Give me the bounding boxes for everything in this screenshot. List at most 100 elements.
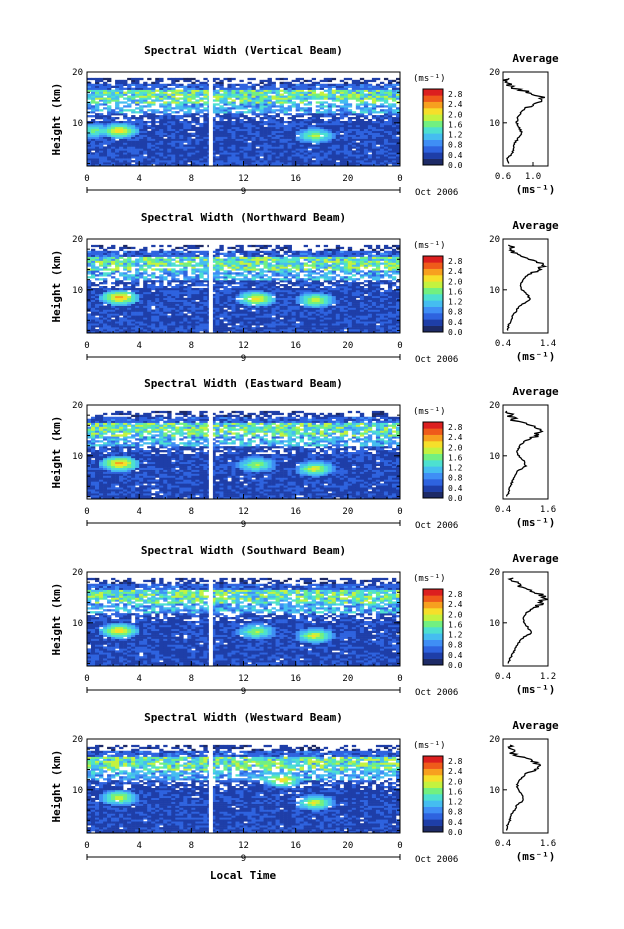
heatmap-cell [395,113,401,116]
heatmap-cell [91,289,96,293]
heatmap-cell [243,164,248,167]
heatmap-cell [287,89,292,92]
heatmap-cell [151,301,156,304]
heatmap-cell [111,160,116,163]
heatmap-cell [383,113,389,116]
heatmap-cell [147,148,152,151]
heatmap-cell [227,252,232,255]
heatmap-cell [347,126,353,130]
heatmap-cell [127,301,132,304]
heatmap-cell [139,299,144,302]
heatmap-cell [147,329,152,332]
heatmap-cell [167,128,172,132]
heatmap-cell [379,95,385,98]
heatmap-cell [315,117,321,120]
heatmap-cell [143,160,148,163]
heatmap-cell [187,85,192,88]
heatmap-cell [311,119,317,122]
heatmap-cell [339,144,345,147]
heatmap-cell [127,164,132,167]
heatmap-cell [247,293,252,297]
heatmap-cell [251,287,256,291]
heatmap-cell [171,303,176,306]
heatmap-cell [299,119,304,122]
heatmap-cell [191,158,196,161]
heatmap-cell [103,142,108,145]
heatmap-cell [107,140,112,143]
heatmap-cell [179,97,184,100]
heatmap-cell [239,284,244,287]
heatmap-cell [235,266,240,269]
heatmap-cell [119,160,124,163]
heatmap-cell [303,136,308,139]
heatmap-cell [107,325,112,328]
heatmap-cell [295,107,300,110]
heatmap-cell [243,329,248,332]
heatmap-cell [107,331,112,334]
heatmap-cell [271,122,276,126]
heatmap-cell [267,120,272,124]
heatmap-cell [311,160,317,163]
heatmap-cell [279,93,284,96]
heatmap-cell [107,101,112,104]
heatmap-cell [371,162,377,165]
heatmap-cell [107,150,112,153]
heatmap-cell [187,105,192,108]
heatmap-cell [243,307,248,310]
heatmap-cell [255,148,260,151]
heatmap-cell [119,260,124,263]
heatmap-cell [239,325,244,328]
heatmap-cell [263,95,268,98]
heatmap-cell [287,81,292,85]
heatmap-cell [203,130,208,134]
heatmap-cell [251,297,256,301]
heatmap-cell [155,117,160,120]
heatmap-cell [159,280,164,283]
heatmap-cell [307,87,313,90]
heatmap-cell [139,122,144,126]
heatmap-cell [95,136,100,139]
heatmap-cell [147,325,152,328]
heatmap-cell [151,254,156,257]
heatmap-cell [327,122,333,126]
heatmap-cell [211,284,216,287]
heatmap-cell [219,138,224,141]
heatmap-cell [247,301,252,304]
heatmap-cell [115,152,120,155]
heatmap-cell [211,160,216,163]
heatmap-cell [375,138,381,141]
heatmap-cell [183,282,188,285]
heatmap-cell [139,158,144,161]
heatmap-cell [243,85,248,88]
heatmap-cell [291,150,296,153]
heatmap-cell [247,164,252,167]
heatmap-cell [383,109,389,112]
heatmap-cell [379,142,385,145]
heatmap-cell [215,146,220,149]
heatmap-cell [259,150,264,153]
heatmap-cell [91,95,96,98]
heatmap-cell [183,97,188,100]
heatmap-cell [111,148,116,151]
heatmap-cell [119,293,124,297]
heatmap-cell [347,160,353,163]
heatmap-cell [275,156,280,159]
heatmap-cell [107,305,112,308]
heatmap-cell [299,128,304,132]
heatmap-cell [363,164,369,167]
heatmap-cell [187,144,192,147]
heatmap-cell [359,130,365,134]
heatmap-cell [179,272,184,275]
heatmap-cell [111,282,116,285]
heatmap-cell [179,286,184,289]
heatmap-cell [315,136,321,139]
heatmap-cell [187,156,192,159]
heatmap-cell [95,89,100,92]
heatmap-cell [115,329,120,332]
heatmap-cell [159,89,164,92]
heatmap-cell [395,81,401,85]
heatmap-cell [119,331,124,334]
heatmap-cell [175,111,180,114]
heatmap-cell [175,140,180,143]
heatmap-cell [163,301,168,304]
